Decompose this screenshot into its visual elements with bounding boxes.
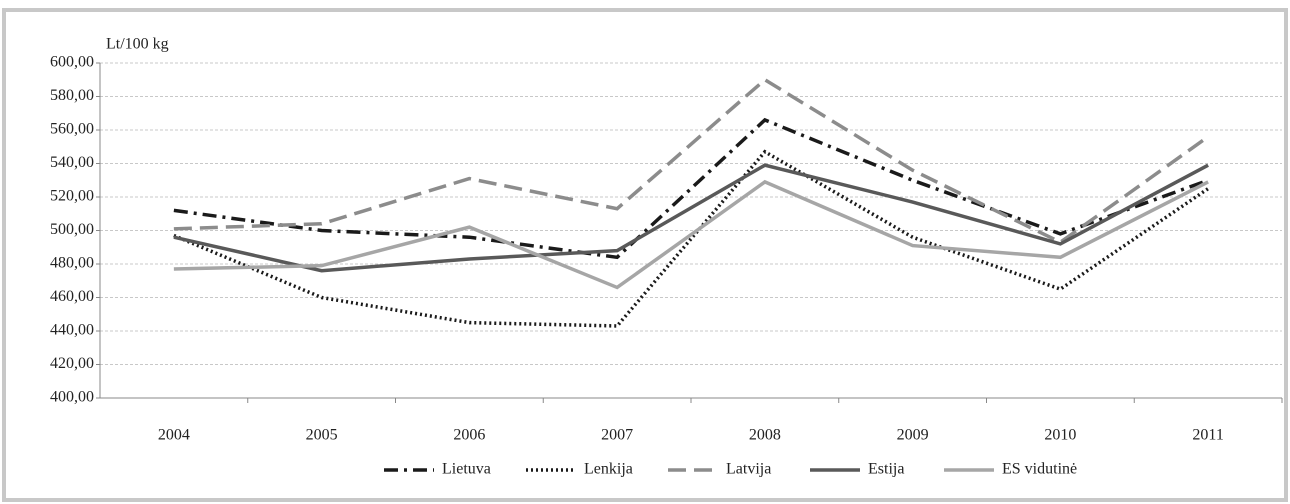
legend-label: ES vidutinė (1002, 461, 1077, 478)
series-line (173, 117, 1209, 260)
x-tick-label: 2004 (158, 427, 190, 444)
legend-label: Lietuva (442, 461, 491, 478)
y-tick-label: 420,00 (50, 355, 94, 372)
x-tick-label: 2011 (1192, 427, 1223, 444)
y-tick-label: 440,00 (50, 322, 94, 339)
y-tick-label: 460,00 (50, 288, 94, 305)
y-tick-label: 480,00 (50, 255, 94, 272)
y-tick-label: 600,00 (50, 54, 94, 71)
series-line (173, 163, 1209, 273)
x-tick-label: 2006 (453, 427, 485, 444)
x-tick-label: 2008 (749, 427, 781, 444)
legend-label: Latvija (726, 461, 771, 478)
legend-label: Estija (868, 461, 904, 478)
x-tick-label: 2007 (601, 427, 633, 444)
series-line (173, 179, 1209, 290)
y-tick-label: 540,00 (50, 154, 94, 171)
y-tick-label: 500,00 (50, 221, 94, 238)
series-line (173, 149, 1210, 328)
x-tick-label: 2005 (306, 427, 338, 444)
series-line (173, 77, 1210, 245)
y-tick-label: 560,00 (50, 121, 94, 138)
y-tick-label: 520,00 (50, 188, 94, 205)
y-tick-label: 580,00 (50, 87, 94, 104)
y-axis-label: Lt/100 kg (106, 36, 169, 53)
chart-border (2, 8, 1288, 502)
x-tick-label: 2009 (897, 427, 929, 444)
x-tick-label: 2010 (1044, 427, 1076, 444)
legend-label: Lenkija (584, 461, 633, 478)
y-tick-label: 400,00 (50, 389, 94, 406)
